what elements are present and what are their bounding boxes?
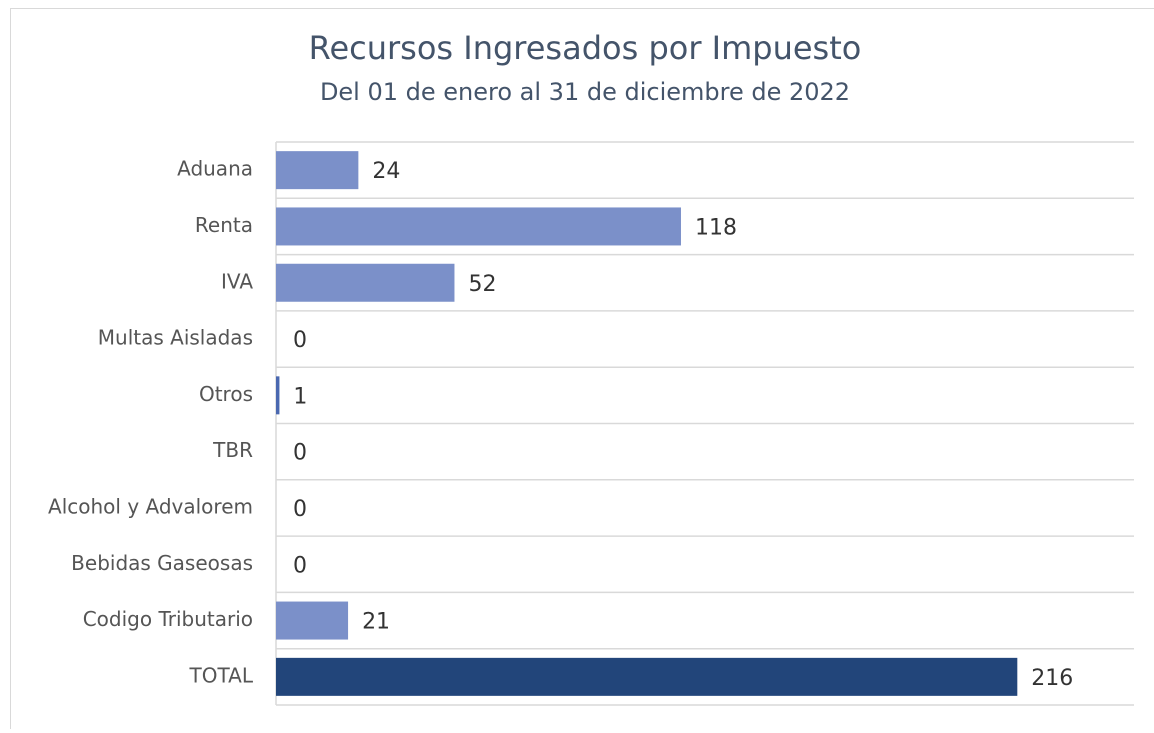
value-label: 52 xyxy=(468,272,496,297)
value-label: 24 xyxy=(372,159,400,184)
bar xyxy=(276,376,279,414)
value-label: 0 xyxy=(293,497,307,522)
value-label: 21 xyxy=(362,610,390,635)
bar xyxy=(276,602,348,640)
y-tick-label: Alcohol y Advalorem xyxy=(48,494,253,518)
y-tick-label: Bebidas Gaseosas xyxy=(71,551,253,575)
y-tick-label: TBR xyxy=(212,438,253,462)
chart-subtitle: Del 01 de enero al 31 de diciembre de 20… xyxy=(320,78,850,106)
bar xyxy=(276,151,358,189)
y-tick-label: IVA xyxy=(221,269,253,293)
bar xyxy=(276,207,681,245)
value-label: 0 xyxy=(293,553,307,578)
bar xyxy=(276,658,1017,696)
value-label: 1 xyxy=(293,384,307,409)
chart-title: Recursos Ingresados por Impuesto xyxy=(309,29,862,67)
y-tick-label: Multas Aisladas xyxy=(98,326,253,350)
value-label: 0 xyxy=(293,328,307,353)
y-tick-label: Codigo Tributario xyxy=(83,607,253,631)
y-tick-label: Aduana xyxy=(177,157,253,181)
y-tick-label: Otros xyxy=(199,382,253,406)
y-tick-label: TOTAL xyxy=(189,663,254,687)
y-tick-label: Renta xyxy=(195,213,253,237)
value-label: 0 xyxy=(293,441,307,466)
value-label: 216 xyxy=(1031,666,1073,691)
value-label: 118 xyxy=(695,215,737,240)
bar xyxy=(276,264,454,302)
